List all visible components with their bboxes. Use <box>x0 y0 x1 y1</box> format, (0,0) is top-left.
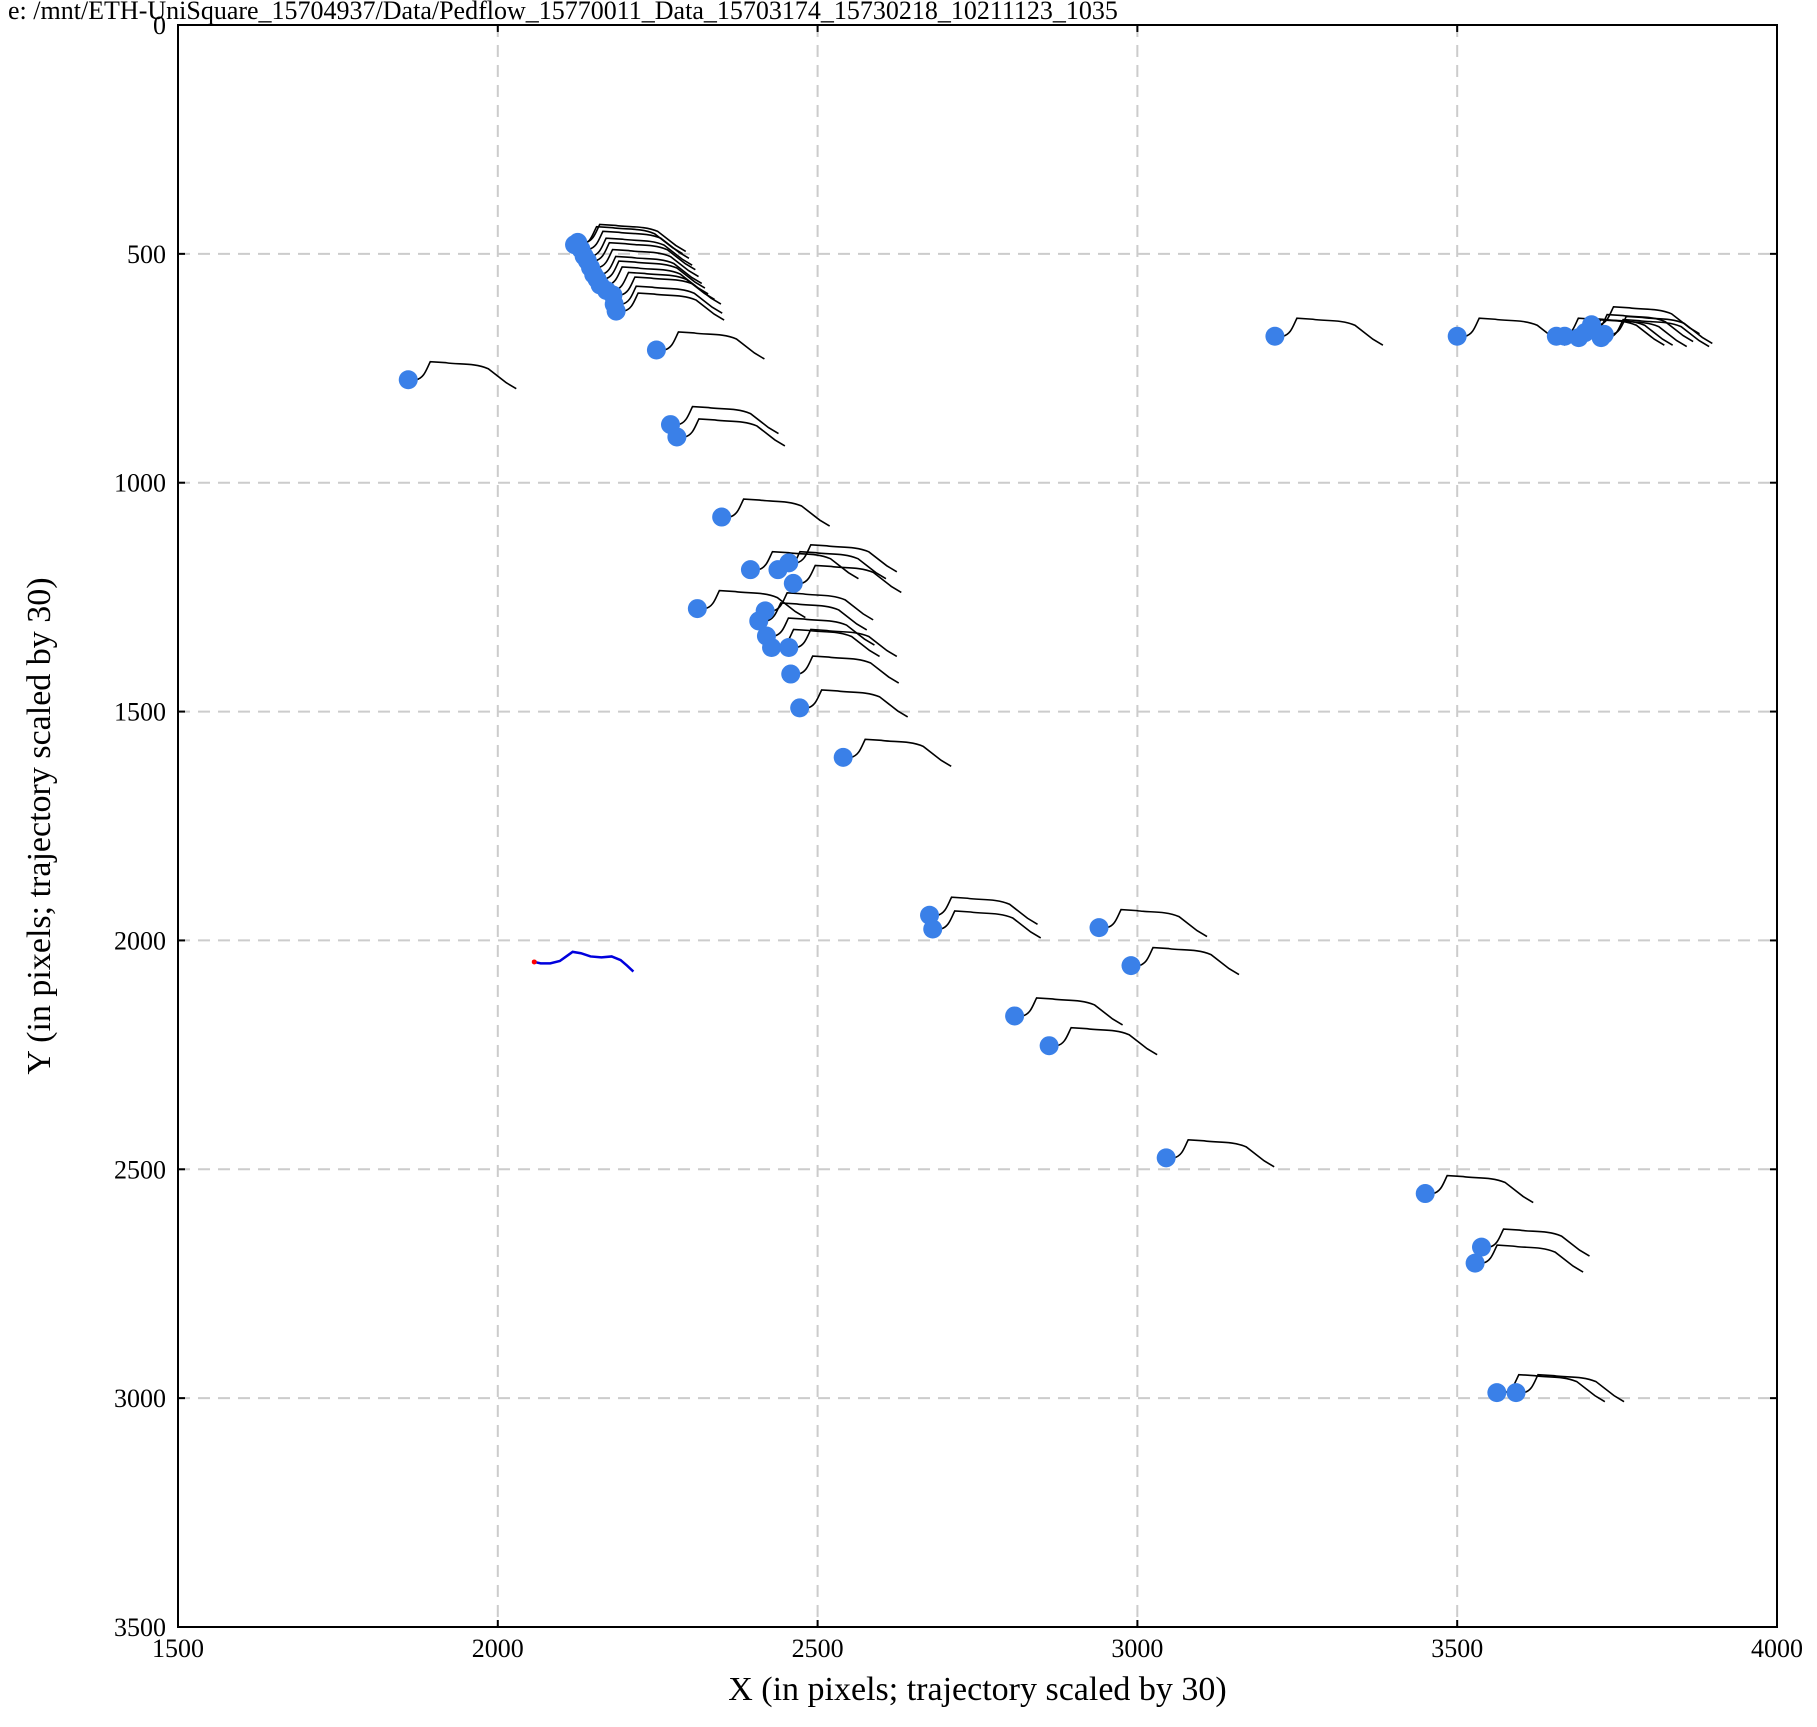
x-tick-label: 2000 <box>472 1634 524 1663</box>
trajectory-line <box>580 230 690 259</box>
data-point <box>1415 1184 1435 1204</box>
grid-lines <box>178 25 1777 1627</box>
trajectory-line <box>1475 1244 1584 1273</box>
trajectory-line <box>697 589 806 619</box>
data-point <box>1039 1036 1059 1056</box>
target-trajectory <box>531 950 635 973</box>
data-point <box>606 301 626 321</box>
trajectory-line <box>799 689 909 718</box>
x-tick-label: 2500 <box>792 1634 844 1663</box>
data-point <box>1594 324 1614 344</box>
data-point <box>790 698 810 718</box>
trajectory-line <box>1457 317 1566 346</box>
target-trajectory-line <box>533 950 635 973</box>
y-tick-label: 1000 <box>114 469 166 498</box>
trajectory-line <box>1014 997 1124 1026</box>
data-point <box>783 573 803 593</box>
y-tick-label: 3500 <box>114 1613 166 1642</box>
y-tick-label: 500 <box>127 240 166 269</box>
trajectory-line <box>843 738 952 768</box>
trajectory-line <box>593 255 703 285</box>
data-point <box>1465 1253 1485 1273</box>
x-tick-label: 4000 <box>1751 1634 1803 1663</box>
y-tick-label: 0 <box>153 11 166 40</box>
trajectory-line <box>1481 1228 1590 1257</box>
data-point <box>1555 326 1575 346</box>
target-start-point <box>531 959 537 965</box>
data-points <box>398 232 1614 1403</box>
trajectory-line <box>750 550 859 580</box>
trajectory-line <box>614 285 723 314</box>
trajectory-line <box>587 241 696 271</box>
trajectory-line <box>766 617 875 646</box>
trajectory-line <box>788 543 898 573</box>
data-point <box>646 340 666 360</box>
data-point <box>1447 326 1467 346</box>
trajectory-line <box>788 628 898 658</box>
trajectory-line <box>758 602 868 631</box>
axis-ticks: 1500 2000 2500 3000 3500 4000 0 500 1000 1500 2000… <box>114 11 1803 1663</box>
trajectory-line <box>577 223 687 253</box>
data-point <box>712 507 732 527</box>
trajectory-line <box>670 405 779 435</box>
data-point <box>687 599 707 619</box>
y-tick-label: 2000 <box>114 926 166 955</box>
trajectory-line <box>1274 317 1384 346</box>
neighbor-trajectories <box>408 223 1713 1403</box>
trajectory-line <box>1601 318 1710 348</box>
trajectory-line <box>656 331 765 360</box>
trajectory-line <box>929 896 1038 925</box>
data-point <box>781 664 801 684</box>
data-point <box>740 560 760 580</box>
trajectory-line <box>600 266 709 295</box>
x-tick-label: 3500 <box>1431 1634 1483 1663</box>
trajectory-line <box>1099 908 1208 938</box>
trajectory-line <box>1131 946 1240 976</box>
x-axis-label: X (in pixels; trajectory scaled by 30) <box>728 1671 1227 1708</box>
y-tick-label: 2500 <box>114 1155 166 1184</box>
trajectory-line <box>1591 305 1700 335</box>
chart-title: e: /mnt/ETH-UniSquare_15704937/Data/Pedf… <box>8 0 1118 25</box>
data-point <box>398 370 418 390</box>
y-tick-label: 1500 <box>114 698 166 727</box>
trajectory-line <box>584 237 693 266</box>
trajectory-line <box>1166 1139 1275 1168</box>
trajectory-line <box>612 276 722 305</box>
data-point <box>1156 1148 1176 1168</box>
trajectory-line <box>676 418 786 447</box>
data-point <box>1089 918 1109 938</box>
data-point <box>749 611 769 631</box>
data-point <box>1265 326 1285 346</box>
trajectory-line <box>596 260 706 289</box>
trajectory-line <box>1604 315 1713 345</box>
data-point <box>779 637 799 657</box>
trajectory-line <box>721 498 831 527</box>
trajectory-line <box>1425 1174 1534 1204</box>
data-point <box>923 919 943 939</box>
data-point <box>1506 1383 1526 1403</box>
trajectory-line <box>606 271 715 301</box>
data-point <box>667 427 687 447</box>
data-point <box>1005 1006 1025 1026</box>
trajectory-line <box>590 248 699 278</box>
trajectory-line <box>408 360 517 390</box>
data-point <box>1121 956 1141 976</box>
y-axis-label: Y (in pixels; trajectory scaled by 30) <box>21 577 58 1074</box>
trajectory-line <box>616 292 725 321</box>
data-point <box>1487 1383 1507 1403</box>
x-tick-label: 3000 <box>1111 1634 1163 1663</box>
y-tick-label: 3000 <box>114 1384 166 1413</box>
data-point <box>762 637 782 657</box>
trajectory-line <box>1516 1373 1625 1403</box>
trajectory-line <box>793 564 902 594</box>
trajectory-line <box>790 655 900 684</box>
x-tick-label: 1500 <box>152 1634 204 1663</box>
trajectory-line <box>1049 1026 1158 1056</box>
data-point <box>779 553 799 573</box>
data-point <box>1472 1237 1492 1257</box>
trajectory-line <box>932 910 1042 939</box>
data-point <box>833 747 853 767</box>
plot-frame <box>177 24 1778 1628</box>
